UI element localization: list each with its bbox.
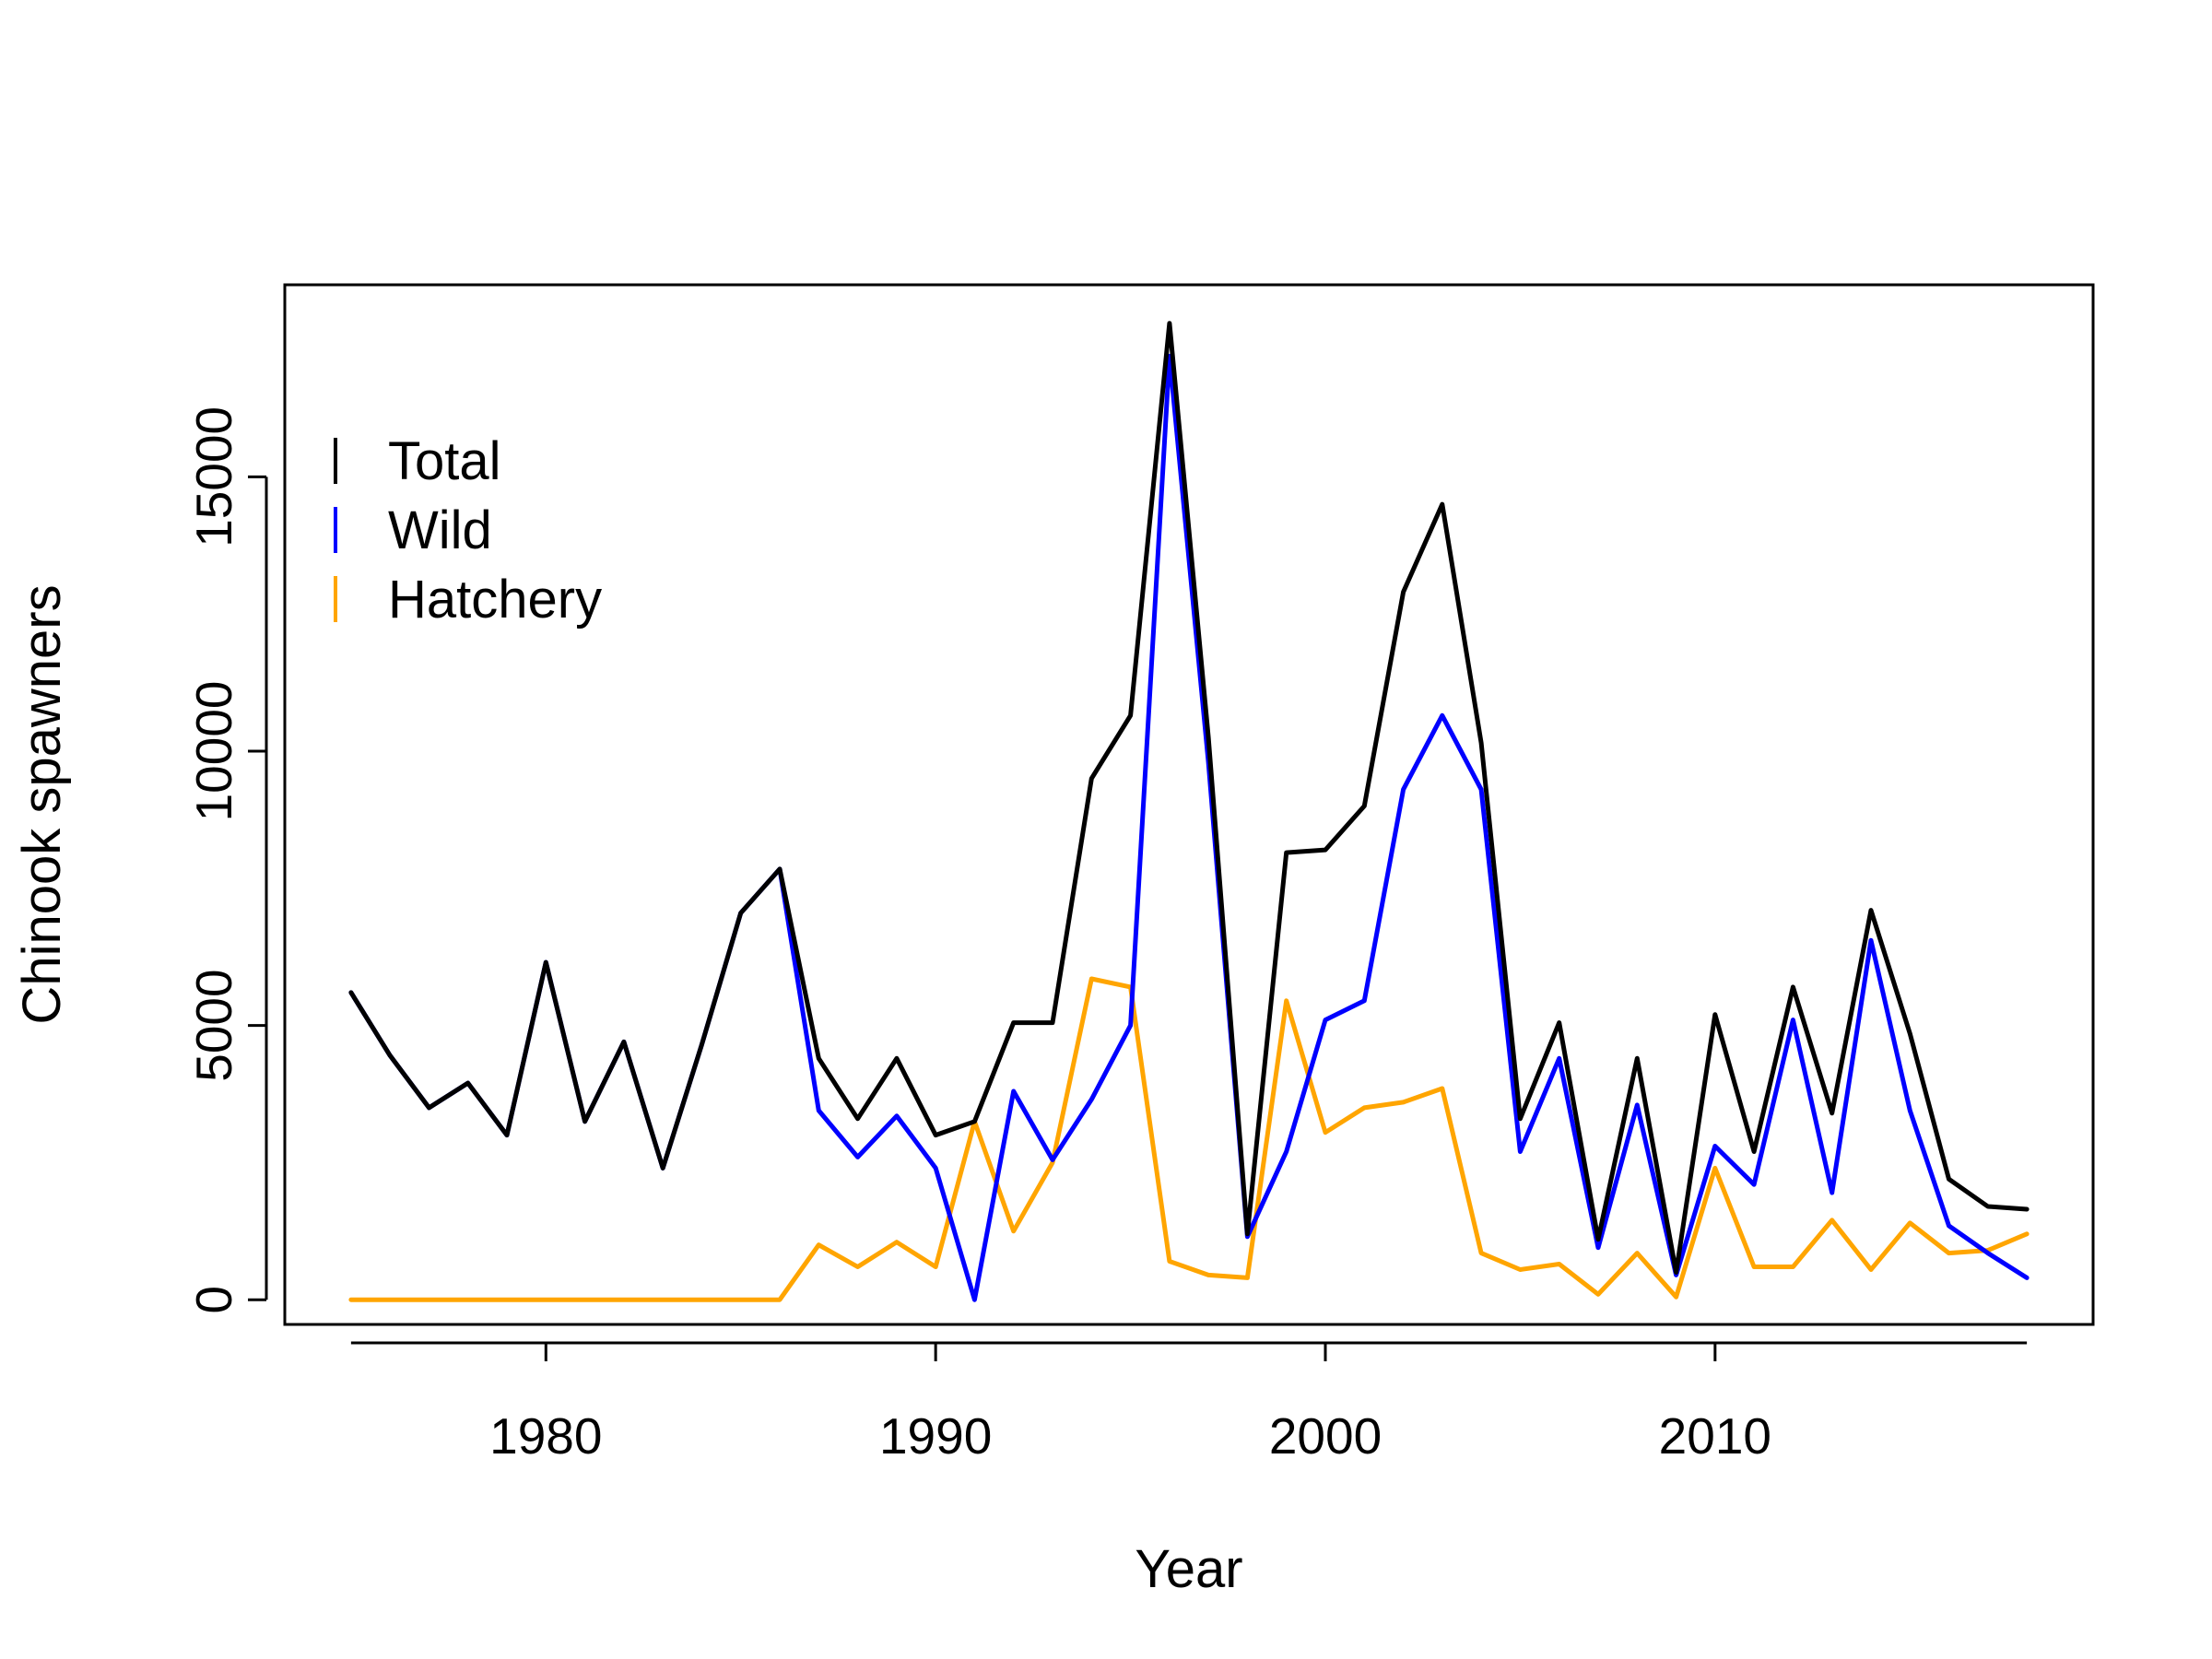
legend-label-total: Total [388,431,501,491]
x-tick-label: 2000 [1269,1407,1382,1465]
x-tick-label: 1980 [489,1407,602,1465]
y-tick-label: 0 [185,1286,242,1314]
y-axis: 0 5000 10000 15000 [185,406,268,1314]
y-tick-label: 5000 [185,969,242,1081]
legend-label-hatchery: Hatchery [388,570,602,629]
series-line-wild [348,353,2030,1302]
series-layer [348,321,2030,1302]
x-tick-label: 2010 [1659,1407,1771,1465]
x-axis: 1980 1990 2000 2010 [350,1341,2028,1465]
series-line-hatchery [348,976,2030,1302]
y-tick-label: 15000 [185,406,242,547]
y-axis-label: Chinook spawners [12,584,72,1024]
y-tick-label: 10000 [185,680,242,821]
x-tick-label: 1990 [879,1407,992,1465]
x-axis-label: Year [1135,1539,1242,1599]
legend: Total Wild Hatchery [334,431,602,629]
series-line-total [348,321,2030,1275]
legend-label-wild: Wild [388,500,492,560]
plot-frame [283,283,2095,1326]
